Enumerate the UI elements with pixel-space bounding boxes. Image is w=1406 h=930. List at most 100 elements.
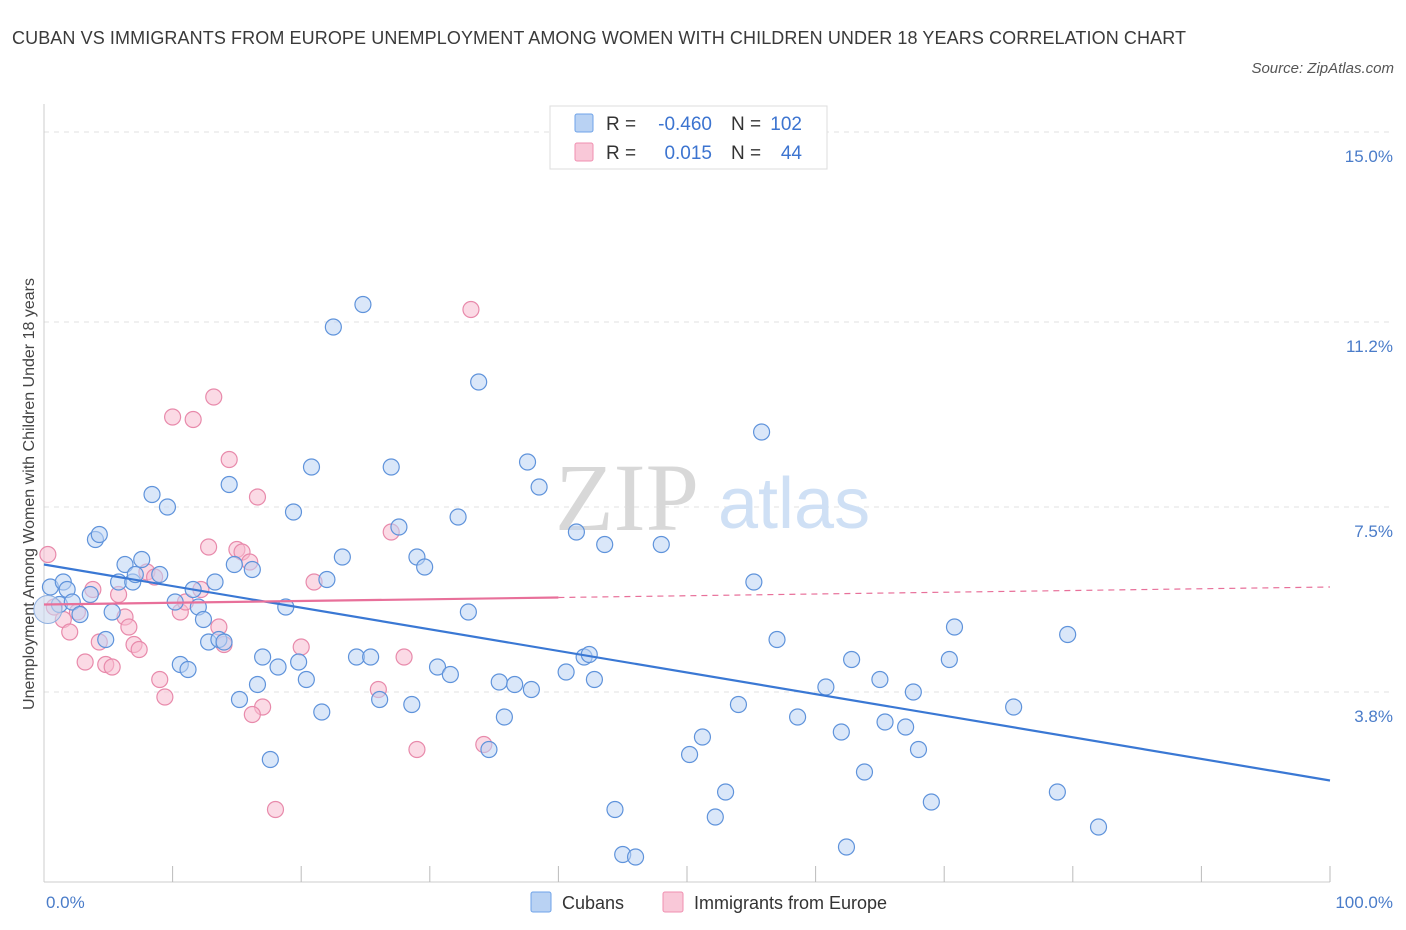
- series-legend-label-europe: Immigrants from Europe: [694, 893, 887, 913]
- y-tick-label: 11.2%: [1346, 337, 1393, 356]
- cuban-point: [480, 740, 498, 759]
- cuban-point: [220, 475, 238, 494]
- europe-point: [205, 388, 223, 406]
- series-legend-swatch-cubans: [530, 891, 552, 913]
- cuban-point: [459, 603, 477, 621]
- cuban-point: [843, 650, 861, 669]
- cuban-point: [284, 503, 303, 521]
- cuban-point: [403, 695, 421, 714]
- cuban-point: [716, 783, 735, 801]
- cuban-point: [606, 800, 624, 819]
- series-legend-swatch-europe: [662, 891, 684, 913]
- legend-n-value-europe: 44: [781, 143, 803, 164]
- cuban-point: [362, 648, 380, 666]
- cuban-point: [151, 565, 169, 584]
- y-tick-label: 7.5%: [1354, 522, 1393, 541]
- x-tick-labels: 0.0% 100.0%: [46, 893, 1393, 912]
- cuban-point: [333, 548, 351, 566]
- cuban-point: [324, 318, 342, 336]
- cuban-point: [158, 498, 177, 516]
- chart-title: CUBAN VS IMMIGRANTS FROM EUROPE UNEMPLOY…: [12, 28, 1187, 48]
- cuban-point: [261, 750, 279, 769]
- cuban-point: [652, 535, 670, 554]
- cuban-point: [745, 573, 763, 591]
- europe-point: [39, 545, 57, 564]
- cuban-point: [904, 683, 922, 701]
- legend-r-label-cubans: R =: [606, 114, 636, 135]
- cuban-point: [97, 630, 115, 649]
- cuban-point: [230, 690, 249, 709]
- cuban-point: [254, 648, 272, 666]
- europe-point: [395, 648, 413, 666]
- legend-r-label-europe: R =: [606, 143, 636, 164]
- cuban-point: [206, 573, 224, 591]
- cuban-point: [922, 793, 940, 811]
- cuban-point: [371, 690, 389, 709]
- cuban-point: [116, 555, 134, 574]
- legend-r-value-europe: 0.015: [664, 143, 712, 164]
- cuban-point: [680, 745, 699, 764]
- cuban-point: [416, 558, 434, 576]
- cuban-point: [143, 485, 161, 504]
- europe-point: [292, 638, 310, 656]
- europe-point: [462, 300, 480, 319]
- cuban-point: [837, 838, 856, 856]
- europe-point: [120, 618, 138, 636]
- cuban-point: [768, 630, 786, 649]
- legend-n-label-cubans: N =: [731, 114, 761, 135]
- europe-point: [103, 658, 121, 676]
- cuban-point: [752, 423, 771, 441]
- cuban-point: [470, 373, 488, 391]
- europe-point: [151, 670, 169, 689]
- cuban-point: [518, 453, 537, 471]
- europe-point: [266, 800, 285, 819]
- cuban-point: [522, 680, 540, 699]
- cuban-point: [788, 708, 807, 726]
- x-tick-label-start: 0.0%: [46, 893, 85, 912]
- cuban-point: [706, 808, 724, 826]
- axes: [43, 104, 1331, 883]
- watermark-atlas: atlas: [718, 464, 870, 544]
- cuban-point: [817, 678, 835, 696]
- cuban-point: [596, 535, 614, 554]
- cuban-point: [215, 633, 233, 651]
- cuban-point: [449, 508, 467, 526]
- cuban-point: [495, 708, 513, 726]
- europe-point: [130, 640, 148, 659]
- legend-box: [549, 105, 828, 170]
- europe-trend-line: [43, 596, 559, 606]
- cuban-points: [33, 295, 1108, 866]
- correlation-legend: R = -0.460 N = 102 R = 0.015 N = 44: [549, 105, 828, 170]
- source-label: Source: ZipAtlas.com: [1251, 60, 1394, 77]
- europe-point: [76, 653, 94, 671]
- europe-point: [248, 488, 267, 506]
- cuban-point: [63, 593, 81, 611]
- europe-point: [184, 410, 202, 429]
- cuban-point: [313, 703, 331, 721]
- cuban-point: [1059, 625, 1077, 644]
- cuban-point: [248, 675, 267, 694]
- cuban-point: [876, 713, 894, 731]
- cuban-point: [428, 658, 447, 676]
- trend-lines: [43, 563, 1331, 782]
- europe-trend-line-extension: [558, 586, 1331, 599]
- cuban-point: [179, 660, 197, 679]
- cuban-point: [585, 670, 604, 689]
- cuban-point: [71, 605, 89, 624]
- legend-swatch-europe: [574, 142, 594, 162]
- cuban-point: [103, 603, 121, 621]
- europe-point: [220, 450, 238, 469]
- cuban-point: [567, 523, 586, 541]
- europe-point: [200, 538, 218, 556]
- cuban-point: [81, 585, 99, 604]
- cuban-point: [729, 695, 748, 714]
- cuban-point: [382, 458, 400, 476]
- cuban-point: [490, 673, 508, 691]
- series-legend: Cubans Immigrants from Europe: [530, 891, 887, 913]
- x-tick-label-end: 100.0%: [1335, 893, 1393, 912]
- cuban-point-cluster: [33, 595, 63, 624]
- cuban-point: [269, 658, 287, 676]
- cuban-point: [1089, 818, 1108, 836]
- cuban-point: [133, 550, 151, 569]
